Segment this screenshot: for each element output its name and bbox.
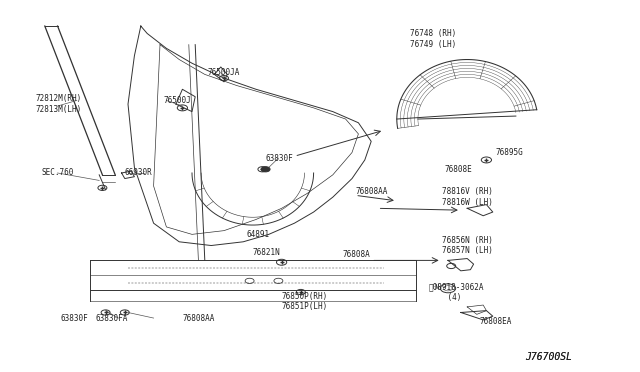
Text: 76808AA: 76808AA	[355, 187, 388, 196]
Text: 78816V (RH)
78816W (LH): 78816V (RH) 78816W (LH)	[442, 187, 492, 207]
Text: 76808EA: 76808EA	[480, 317, 513, 326]
Text: 76808E: 76808E	[445, 165, 472, 174]
Circle shape	[261, 167, 270, 172]
Text: 08918-3062A
    (4): 08918-3062A (4)	[429, 282, 484, 302]
Text: SEC.760: SEC.760	[42, 169, 74, 177]
Text: 76895G: 76895G	[496, 148, 524, 157]
Text: 63830F: 63830F	[266, 154, 293, 163]
Text: 76808A: 76808A	[342, 250, 370, 259]
Text: 64891: 64891	[246, 230, 269, 239]
Text: 66930R: 66930R	[125, 169, 152, 177]
Text: 76808AA: 76808AA	[182, 314, 215, 323]
Text: 63830F: 63830F	[61, 314, 88, 323]
Text: N: N	[435, 284, 438, 290]
Text: 72812M(RH)
72813M(LH): 72812M(RH) 72813M(LH)	[35, 94, 81, 114]
Text: J76700SL: J76700SL	[525, 352, 572, 362]
Text: 76500J: 76500J	[163, 96, 191, 105]
Text: 76500JA: 76500JA	[208, 68, 241, 77]
Text: 76856N (RH)
76857N (LH): 76856N (RH) 76857N (LH)	[442, 236, 492, 255]
Text: 63830FA: 63830FA	[96, 314, 129, 323]
Text: 76821N: 76821N	[253, 248, 280, 257]
Text: 76850P(RH)
76851P(LH): 76850P(RH) 76851P(LH)	[282, 292, 328, 311]
Text: J76700SL: J76700SL	[525, 352, 572, 362]
Text: 76748 (RH)
76749 (LH): 76748 (RH) 76749 (LH)	[410, 29, 456, 49]
